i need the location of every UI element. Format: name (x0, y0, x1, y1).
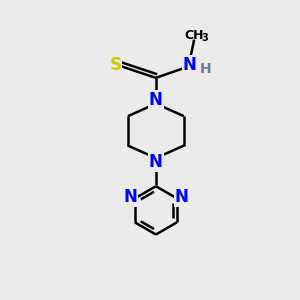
Text: 3: 3 (201, 33, 208, 43)
Text: N: N (149, 91, 163, 109)
Text: CH: CH (184, 29, 204, 42)
Text: N: N (123, 188, 137, 206)
Text: H: H (200, 62, 212, 76)
Text: N: N (175, 188, 189, 206)
Text: S: S (109, 56, 121, 74)
Text: N: N (183, 56, 197, 74)
Text: N: N (149, 153, 163, 171)
